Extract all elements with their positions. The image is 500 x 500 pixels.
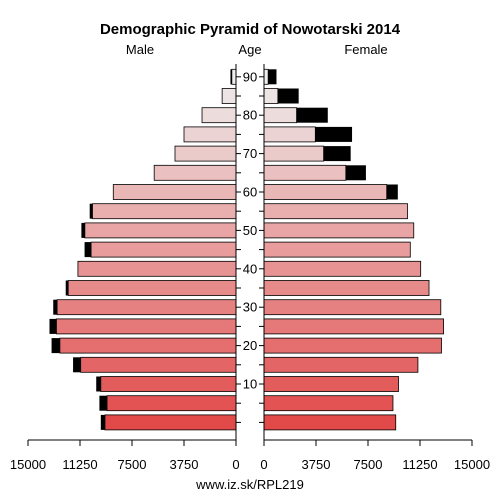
value-tick-label: 7500 (118, 457, 147, 472)
chart-title: Demographic Pyramid of Nowotarski 2014 (100, 21, 401, 38)
male-bar-0-4 (104, 414, 237, 431)
age-tick-label: 50 (243, 223, 257, 238)
age-axis-label: Age (238, 42, 261, 57)
female-bar-40-44 (263, 260, 422, 277)
male-bar-70-74 (174, 145, 237, 162)
male-bar-5-9 (106, 395, 237, 412)
male-excess-bar-90+ (230, 69, 232, 85)
male-excess-bar-5-9 (99, 395, 108, 411)
female-bar-20-24 (263, 337, 442, 354)
value-tick-label: 0 (232, 457, 239, 472)
male-excess-bar-15-19 (73, 357, 81, 373)
male-bar-10-14 (100, 376, 237, 392)
female-excess-bar-90+ (268, 69, 277, 85)
value-tick-label: 15000 (454, 457, 490, 472)
age-tick-label: 10 (243, 377, 257, 392)
female-bar-80-84 (263, 107, 297, 124)
female-axis-label: Female (344, 42, 387, 57)
female-bar-70-74 (263, 145, 325, 162)
value-tick-label: 7500 (354, 457, 383, 472)
female-bar-10-14 (263, 376, 399, 392)
male-bar-75-79 (183, 126, 237, 143)
female-bar-5-9 (263, 395, 394, 412)
male-bar-90+ (231, 68, 237, 85)
male-bar-35-39 (67, 280, 237, 296)
female-bar-15-19 (263, 356, 419, 373)
male-bar-40-44 (77, 260, 237, 277)
female-bar-0-4 (263, 414, 397, 431)
age-tick-label: 30 (243, 300, 257, 315)
male-excess-bar-10-14 (96, 376, 101, 392)
age-tick-label: 80 (243, 108, 257, 123)
age-tick-label: 60 (243, 185, 257, 200)
male-bar-50-54 (84, 222, 237, 239)
female-bar-50-54 (263, 222, 415, 239)
male-excess-bar-35-39 (65, 280, 69, 296)
female-excess-bar-75-79 (315, 126, 353, 142)
value-tick-label: 3750 (302, 457, 331, 472)
value-tick-label: 11250 (402, 457, 437, 472)
male-bar-60-64 (112, 184, 237, 200)
female-excess-bar-85-89 (277, 88, 299, 104)
value-tick-label: 3750 (170, 457, 199, 472)
male-excess-bar-45-49 (84, 242, 92, 258)
male-bar-85-89 (221, 88, 237, 104)
male-bar-45-49 (90, 241, 237, 258)
female-excess-bar-65-69 (345, 165, 366, 181)
source-caption[interactable]: www.iz.sk/RPL219 (195, 477, 304, 492)
female-bar-65-69 (263, 164, 347, 181)
age-tick-label: 40 (243, 261, 257, 276)
female-excess-bar-60-64 (386, 184, 398, 200)
female-bar-55-59 (263, 203, 408, 220)
female-bar-60-64 (263, 184, 388, 200)
male-bar-65-69 (153, 164, 237, 181)
male-excess-bar-30-34 (53, 299, 58, 315)
female-bar-75-79 (263, 126, 316, 143)
age-tick-label: 20 (243, 338, 257, 353)
value-tick-label: 0 (260, 457, 267, 472)
female-bar-90+ (263, 68, 269, 85)
male-excess-bar-0-4 (100, 414, 105, 430)
age-tick-label: 90 (243, 69, 257, 84)
female-bar-85-89 (263, 88, 279, 104)
male-excess-bar-50-54 (81, 222, 85, 238)
male-bar-25-29 (56, 318, 237, 335)
value-tick-label: 15000 (10, 457, 46, 472)
age-tick-label: 70 (243, 146, 257, 161)
female-excess-bar-80-84 (296, 107, 328, 123)
male-bar-20-24 (59, 337, 237, 354)
plot-area: 10 20 30 40 50 60 70 80 90 15000 11250 7500 3750 0 0 37… (10, 64, 490, 472)
female-bar-45-49 (263, 241, 411, 258)
male-excess-bar-55-59 (89, 203, 93, 219)
male-bar-55-59 (92, 203, 237, 220)
female-bar-35-39 (263, 280, 430, 296)
female-bar-30-34 (263, 299, 442, 316)
male-bar-30-34 (56, 299, 237, 316)
male-excess-bar-25-29 (49, 318, 57, 334)
female-excess-bar-70-74 (323, 146, 351, 162)
male-bar-80-84 (201, 107, 237, 124)
male-bar-15-19 (80, 356, 237, 373)
male-excess-bar-20-24 (51, 338, 60, 354)
male-axis-label: Male (126, 42, 154, 57)
female-bar-25-29 (263, 318, 444, 335)
value-tick-label: 11250 (62, 457, 97, 472)
